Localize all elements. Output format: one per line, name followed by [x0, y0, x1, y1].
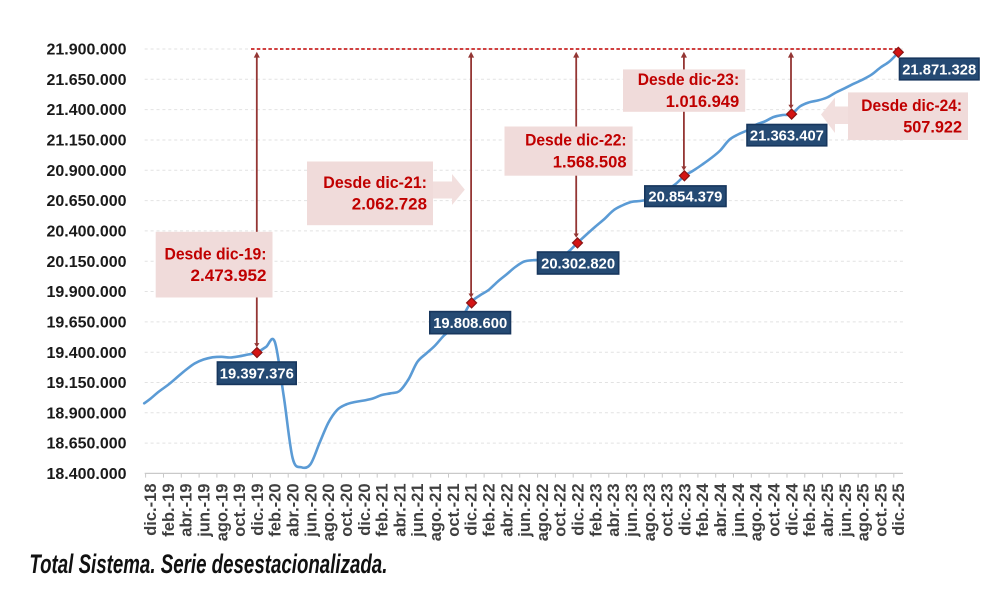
svg-text:abr.-24: abr.-24 [712, 483, 730, 537]
svg-text:dic.-22: dic.-22 [570, 484, 588, 536]
svg-text:dic.-21: dic.-21 [463, 484, 481, 536]
svg-text:Desde dic-19:: Desde dic-19: [165, 244, 267, 263]
svg-text:jun.-21: jun.-21 [409, 484, 427, 538]
svg-text:abr.-19: abr.-19 [178, 484, 196, 537]
svg-text:abr.-25: abr.-25 [819, 484, 837, 537]
svg-text:21.900.000: 21.900.000 [47, 42, 127, 59]
svg-text:abr.-21: abr.-21 [391, 484, 409, 537]
svg-text:feb.-22: feb.-22 [481, 484, 499, 537]
svg-text:feb.-19: feb.-19 [160, 484, 178, 537]
svg-text:jun.-19: jun.-19 [195, 484, 213, 538]
svg-text:Desde dic-22:: Desde dic-22: [525, 131, 627, 150]
svg-text:19.400.000: 19.400.000 [47, 345, 127, 362]
svg-text:21.650.000: 21.650.000 [47, 72, 127, 89]
svg-text:dic.-19: dic.-19 [249, 484, 267, 536]
svg-text:20.650.000: 20.650.000 [47, 193, 127, 210]
svg-text:Total Sistema. Serie desestaci: Total Sistema. Serie desestacionalizada. [29, 549, 387, 579]
svg-text:20.150.000: 20.150.000 [47, 254, 127, 271]
svg-text:1.016.949: 1.016.949 [666, 92, 740, 111]
svg-text:dic.-24: dic.-24 [783, 483, 801, 536]
svg-text:ago.-23: ago.-23 [641, 484, 659, 542]
svg-text:19.397.376: 19.397.376 [220, 366, 294, 383]
svg-text:Desde dic-23:: Desde dic-23: [638, 70, 740, 89]
svg-text:1.568.508: 1.568.508 [553, 152, 627, 171]
svg-text:oct.-24: oct.-24 [766, 483, 784, 537]
svg-text:19.150.000: 19.150.000 [47, 375, 127, 392]
svg-text:jun.-22: jun.-22 [516, 484, 534, 538]
svg-text:oct.-23: oct.-23 [659, 484, 677, 537]
svg-text:dic.-25: dic.-25 [890, 484, 908, 536]
svg-text:abr.-23: abr.-23 [605, 484, 623, 537]
svg-text:19.900.000: 19.900.000 [47, 284, 127, 301]
svg-text:18.650.000: 18.650.000 [47, 436, 127, 453]
svg-text:oct.-22: oct.-22 [552, 484, 570, 537]
svg-text:19.808.600: 19.808.600 [433, 315, 507, 332]
svg-text:2.473.952: 2.473.952 [191, 266, 267, 285]
svg-text:oct.-19: oct.-19 [231, 484, 249, 537]
svg-text:oct.-25: oct.-25 [872, 484, 890, 537]
svg-text:jun.-23: jun.-23 [623, 484, 641, 538]
svg-text:18.400.000: 18.400.000 [47, 466, 127, 483]
svg-text:feb.-20: feb.-20 [267, 484, 285, 537]
svg-text:20.302.820: 20.302.820 [541, 255, 615, 272]
svg-text:dic.-18: dic.-18 [142, 484, 160, 536]
svg-text:ago.-24: ago.-24 [748, 483, 766, 542]
svg-text:jun.-25: jun.-25 [837, 484, 855, 538]
svg-text:jun.-24: jun.-24 [730, 483, 748, 538]
svg-text:20.900.000: 20.900.000 [47, 163, 127, 180]
svg-text:ago.-25: ago.-25 [855, 484, 873, 542]
svg-text:dic.-23: dic.-23 [676, 484, 694, 536]
svg-text:Desde dic-24:: Desde dic-24: [861, 96, 962, 115]
svg-text:21.150.000: 21.150.000 [47, 133, 127, 150]
svg-text:21.400.000: 21.400.000 [47, 102, 127, 119]
svg-text:oct.-20: oct.-20 [338, 484, 356, 537]
svg-text:21.363.407: 21.363.407 [750, 128, 824, 145]
svg-text:ago.-22: ago.-22 [534, 484, 552, 542]
svg-text:feb.-23: feb.-23 [587, 484, 605, 537]
svg-text:ago.-19: ago.-19 [213, 484, 231, 542]
svg-text:21.871.328: 21.871.328 [902, 61, 976, 78]
svg-text:Desde dic-21:: Desde dic-21: [323, 173, 427, 192]
svg-text:18.900.000: 18.900.000 [47, 405, 127, 422]
svg-text:abr.-20: abr.-20 [285, 484, 303, 537]
svg-text:jun.-20: jun.-20 [302, 484, 320, 538]
svg-text:507.922: 507.922 [903, 117, 962, 136]
svg-text:20.400.000: 20.400.000 [47, 224, 127, 241]
svg-text:19.650.000: 19.650.000 [47, 315, 127, 332]
svg-text:oct.-21: oct.-21 [445, 484, 463, 537]
svg-text:ago.-21: ago.-21 [427, 484, 445, 542]
svg-text:ago.-20: ago.-20 [320, 484, 338, 542]
svg-text:feb.-25: feb.-25 [801, 484, 819, 537]
svg-text:2.062.728: 2.062.728 [352, 195, 427, 214]
svg-text:dic.-20: dic.-20 [356, 484, 374, 536]
svg-text:abr.-22: abr.-22 [498, 484, 516, 537]
svg-text:20.854.379: 20.854.379 [648, 189, 722, 206]
svg-text:feb.-24: feb.-24 [694, 483, 712, 537]
svg-text:feb.-21: feb.-21 [374, 484, 392, 537]
